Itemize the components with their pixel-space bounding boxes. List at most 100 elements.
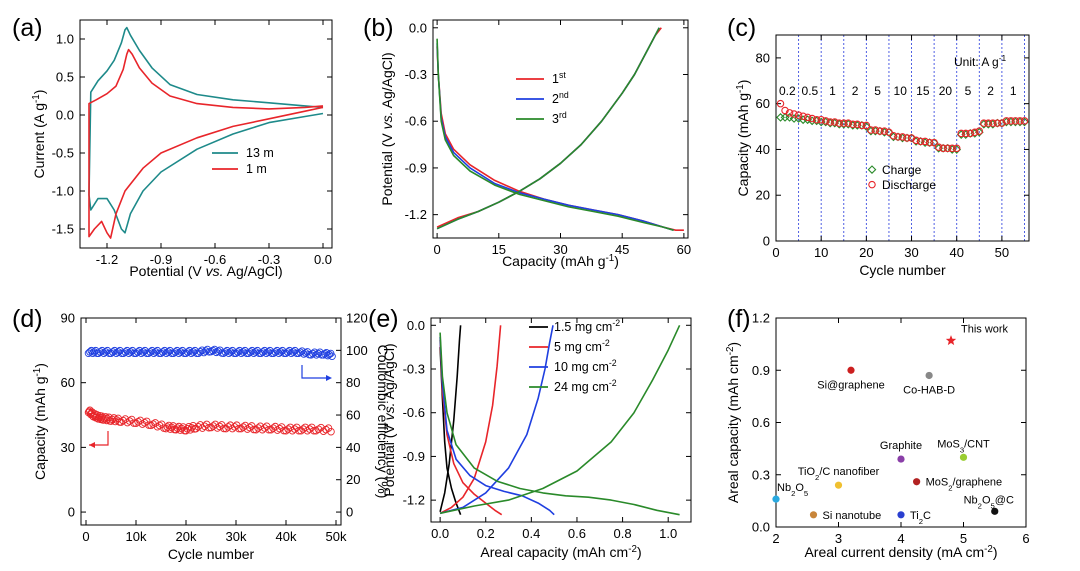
panel-f-ytick-label: 0.9	[752, 363, 770, 378]
charge-marker	[952, 145, 962, 154]
legend-label-part: -2	[612, 318, 620, 328]
panel-a-ytick-label: -1.5	[52, 222, 74, 237]
gcd-charge-0	[436, 27, 662, 228]
panel-c-ylabel-part: )	[735, 80, 751, 85]
charge-marker	[821, 117, 831, 127]
data-point-label: Graphite	[880, 440, 922, 452]
data-point-label-part: Nb	[777, 482, 791, 494]
gcd-charge-1	[436, 27, 660, 230]
panel-e-frame	[430, 317, 692, 523]
data-point-label-part: 5	[991, 501, 995, 510]
efficiency-marker	[209, 346, 217, 355]
panel-d-xlabel: Cycle number	[168, 546, 255, 562]
discharge-marker	[903, 134, 911, 142]
areal-charge-0	[439, 325, 462, 512]
discharge-marker	[975, 127, 984, 135]
panel-c-ytick-label: 20	[756, 188, 770, 203]
discharge-marker	[989, 119, 997, 127]
panel-f: 2 3 4 5 6 0.0 0.3 0.6 0.9 1.2 This work Si@graphene…	[725, 305, 1030, 560]
discharge-marker	[862, 121, 871, 130]
efficiency-marker	[294, 349, 303, 358]
discharge-marker	[880, 127, 889, 135]
panel-e-xtick-label: 1.0	[659, 526, 677, 541]
data-point-label-part: 2	[948, 483, 952, 492]
cv-curve-0	[88, 26, 324, 234]
panel-a-ylabel: Current (A g-1)	[31, 90, 48, 179]
data-point-label-part: /C nanofiber	[819, 466, 879, 478]
capacity-marker	[224, 423, 232, 431]
data-point-label-part: O	[982, 494, 991, 506]
panel-a-xtick-label: 0.0	[314, 252, 332, 267]
panel-e-xlabel-part: Areal capacity (mAh cm	[480, 544, 628, 560]
efficiency-marker	[203, 345, 212, 354]
discharge-marker	[966, 129, 975, 138]
discharge-marker	[799, 112, 807, 121]
discharge-marker	[971, 128, 979, 137]
panel-label: (c)	[727, 14, 756, 42]
data-point-marker	[772, 495, 780, 503]
discharge-marker	[939, 144, 947, 153]
discharge-marker	[871, 126, 880, 134]
panel-e-ytick-label: 0.0	[407, 318, 425, 333]
legend-label: 13 m	[246, 146, 274, 160]
panel-f-ylabel: Areal capacity (mAh cm-2)	[725, 342, 742, 503]
efficiency-marker	[189, 348, 197, 356]
panel-b-xtick-label: 30	[553, 242, 567, 257]
panel-f-xtick-label: 6	[1022, 531, 1029, 546]
data-point-marker	[847, 366, 855, 374]
charge-marker	[776, 113, 785, 122]
panel-f-xtick-label: 4	[897, 531, 904, 546]
panel-b-ytick-label: -0.6	[405, 114, 427, 129]
panel-d-xtick-label: 40k	[276, 529, 297, 544]
capacity-marker	[280, 426, 288, 435]
capacity-marker	[275, 424, 284, 433]
discharge-marker	[1020, 117, 1029, 125]
panel-d-ytick-label: 0	[68, 505, 75, 520]
panel-label: (a)	[12, 14, 43, 42]
legend-label: 10 mg cm-2	[554, 358, 617, 374]
efficiency-marker	[239, 348, 247, 356]
data-point-label-part: 2	[791, 489, 795, 498]
unit-label-part: Unit: A g	[954, 55, 999, 69]
efficiency-marker	[221, 348, 230, 356]
capacity-marker	[284, 425, 292, 433]
capacity-axis-arrow	[89, 431, 109, 446]
data-point-label-part: @C	[995, 494, 1014, 506]
discharge-marker	[803, 113, 812, 122]
panel-a-ytick-label: -0.5	[52, 146, 74, 161]
efficiency-marker	[134, 348, 142, 356]
efficiency-axis-arrow	[301, 365, 326, 379]
panel-d-xtick-label: 30k	[226, 529, 247, 544]
panel-d-ylabel-part: )	[32, 363, 48, 368]
panel-c-ytick-label: 40	[756, 142, 770, 157]
panel-f-ytick-label: 0.6	[752, 415, 770, 430]
panel-f-ylabel-part: -2	[725, 347, 736, 356]
discharge-marker	[1007, 117, 1015, 125]
efficiency-marker	[201, 347, 210, 355]
discharge-marker	[998, 119, 1006, 127]
discharge-marker	[781, 106, 789, 115]
discharge-marker	[957, 129, 965, 138]
rate-label: 15	[916, 84, 930, 98]
rate-label: 2	[852, 84, 859, 98]
panel-b-ylabel-part: vs.	[379, 111, 395, 129]
discharge-marker	[876, 127, 884, 135]
data-point-label: Si@graphene	[817, 379, 884, 391]
charge-marker	[961, 130, 971, 139]
panel-d-ylabel-right: Coulombic efficiency (%)	[375, 345, 391, 499]
efficiency-marker	[114, 348, 122, 356]
panel-e-xtick-label: 0.0	[431, 526, 449, 541]
efficiency-marker	[328, 352, 336, 361]
panel-f-ytick-label: 0.3	[752, 467, 770, 482]
panel-a-xlabel: Potential (V vs. Ag/AgCl)	[129, 263, 282, 279]
panel-e-ylabel-part: vs.	[381, 402, 397, 420]
discharge-marker	[844, 119, 853, 127]
gcd-discharge-2	[436, 38, 674, 231]
efficiency-marker	[121, 348, 130, 356]
panel-e-xtick-label: 0.8	[614, 526, 632, 541]
legend-label: 3rd	[552, 110, 567, 126]
capacity-marker	[239, 423, 247, 431]
legend-label-part: -2	[609, 378, 617, 388]
data-point-label-part: Si@graphene	[817, 379, 884, 391]
